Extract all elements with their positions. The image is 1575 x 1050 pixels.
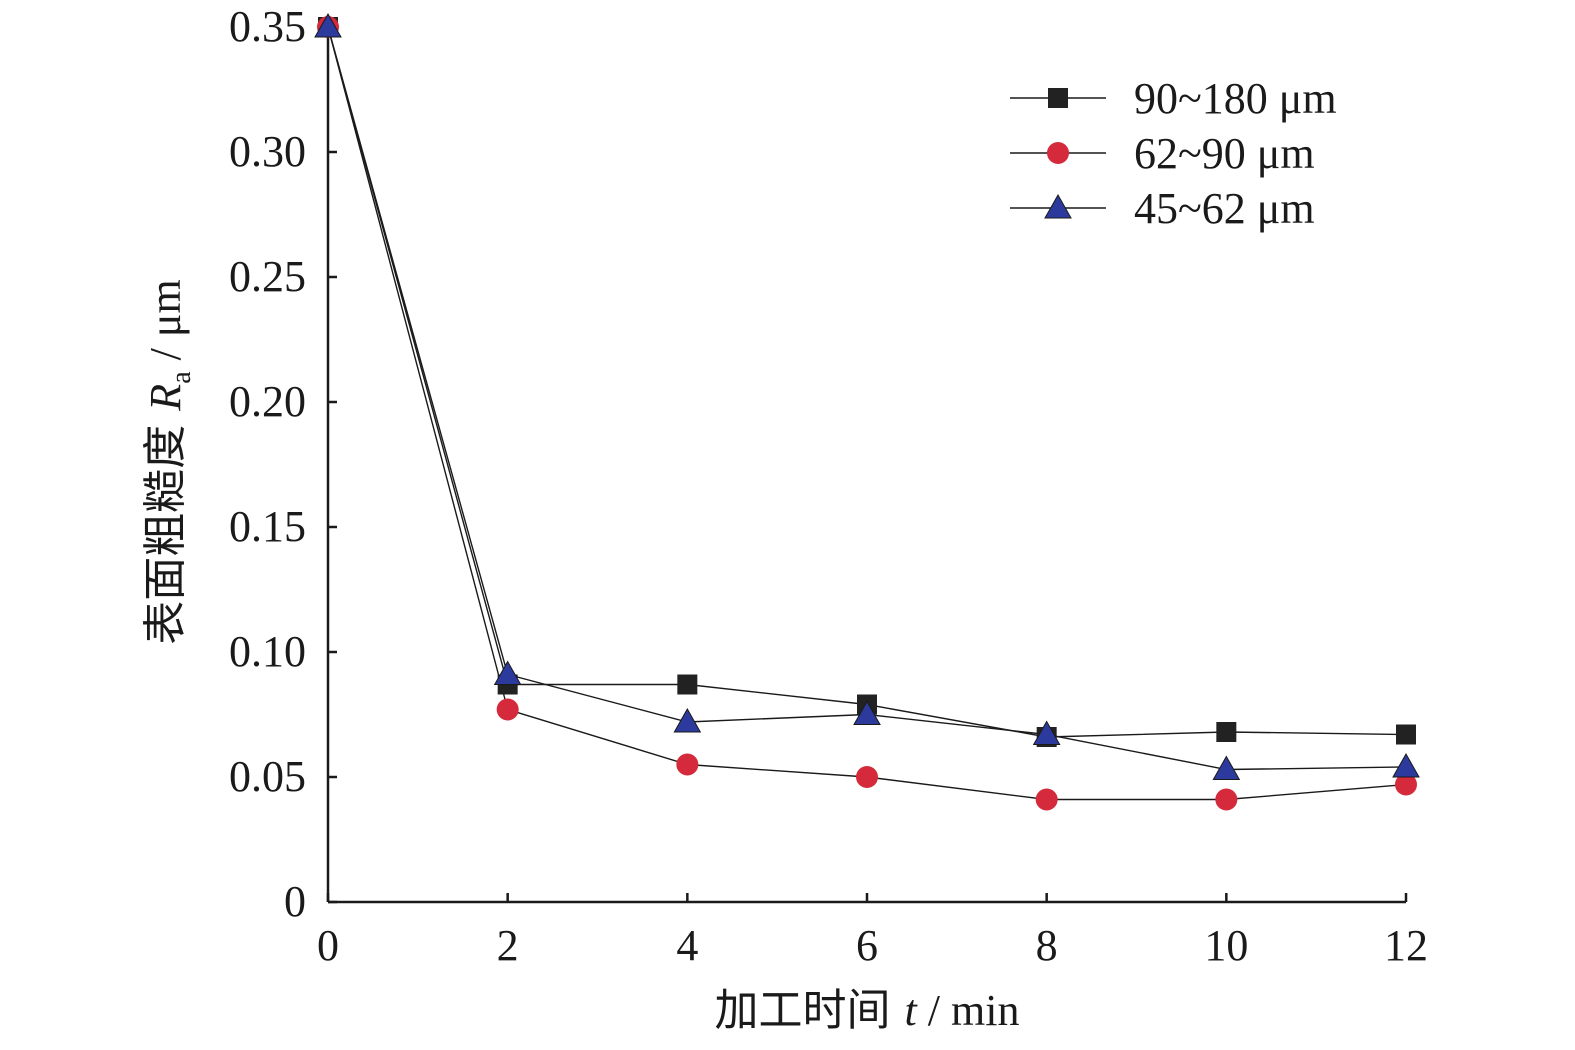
data-point-circle [856, 766, 878, 788]
y-axis-label-text: 表面粗糙度 [141, 425, 190, 645]
data-point-triangle [853, 700, 881, 725]
data-point-square [1216, 722, 1237, 742]
x-tick-label: 2 [497, 921, 519, 970]
y-tick-label: 0.15 [229, 502, 306, 551]
legend: 90~180 μm 62~90 μm 45~62 μm [1010, 74, 1337, 233]
data-point-triangle [1032, 720, 1061, 745]
legend-marker-circle [1047, 142, 1069, 164]
legend-marker-triangle [1044, 193, 1072, 219]
x-tick-label: 10 [1204, 921, 1248, 970]
data-point-triangle [314, 12, 342, 38]
y-axis-label-subscript: a [166, 371, 197, 384]
y-tick-label: 0 [284, 877, 306, 926]
legend-label: 45~62 μm [1134, 184, 1315, 233]
data-point-triangle [493, 660, 522, 685]
ticks: 0 0.05 0.10 0.15 0.20 0.25 0.30 0.35 0 2 4 6 8 10 12 [229, 2, 1428, 970]
y-tick-label: 0.20 [229, 377, 306, 426]
data-point-square [677, 674, 698, 695]
x-axis-label-text: 加工时间 [715, 986, 891, 1035]
y-tick-label: 0.35 [229, 2, 306, 51]
y-tick-label: 0.25 [229, 252, 306, 301]
y-tick-label: 0.05 [229, 752, 306, 801]
legend-label: 62~90 μm [1134, 129, 1315, 178]
x-axis-label: 加工时间 t / min [715, 986, 1020, 1035]
x-tick-label: 12 [1384, 921, 1428, 970]
x-axis-label-variable: t [905, 986, 919, 1035]
data-point-triangle [673, 707, 702, 733]
data-point-circle [496, 698, 519, 721]
x-tick-label: 6 [856, 921, 878, 970]
data-point-square [1396, 724, 1416, 745]
data-point-circle [1215, 788, 1238, 811]
x-axis-label-unit: / min [917, 986, 1020, 1035]
series-markers [314, 12, 1420, 811]
y-axis-label-unit: / μm [141, 279, 190, 371]
legend-label: 90~180 μm [1134, 74, 1337, 123]
x-tick-label: 0 [317, 921, 339, 970]
y-axis-label-variable: R [141, 384, 190, 412]
y-tick-label: 0.10 [229, 627, 306, 676]
data-point-circle [1395, 773, 1417, 796]
data-point-circle [1035, 788, 1058, 811]
y-axis-label: 表面粗糙度 Ra / μm [141, 279, 197, 644]
y-tick-label: 0.30 [229, 127, 306, 176]
legend-marker-square [1048, 88, 1068, 108]
data-point-triangle [1212, 755, 1241, 780]
data-point-circle [676, 753, 699, 776]
x-tick-label: 8 [1036, 921, 1058, 970]
data-point-triangle [1392, 752, 1420, 778]
x-tick-label: 4 [676, 921, 698, 970]
